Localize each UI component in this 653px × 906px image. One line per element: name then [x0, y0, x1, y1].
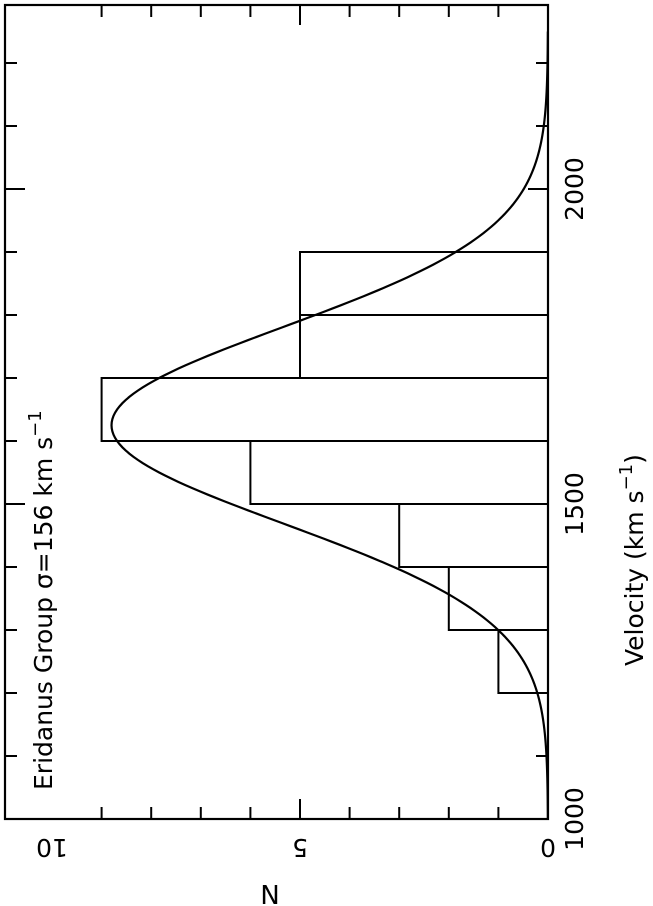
- chart-title-main: Eridanus Group σ=156 km s: [29, 437, 58, 790]
- count-tick-label-5: 5: [292, 833, 308, 862]
- count-tick-label-0: 0: [540, 833, 556, 862]
- x-axis-label-close: ): [620, 454, 649, 464]
- x-axis-label: Velocity (km s−1): [616, 454, 649, 666]
- plot-frame: [3, 3, 550, 821]
- velocity-tick-label-1000: 1000: [560, 787, 589, 851]
- chart-title-superscript: −1: [25, 410, 46, 437]
- velocity-tick-label-1500: 1500: [560, 472, 589, 536]
- x-axis-label-main: Velocity (km s: [620, 490, 649, 666]
- x-axis-label-superscript: −1: [616, 464, 637, 491]
- y-axis-label: N: [260, 878, 279, 906]
- tick-labels: 1000 1500 2000 0 5 10: [36, 157, 589, 862]
- axis-ticks: [5, 5, 548, 819]
- velocity-tick-label-2000: 2000: [560, 157, 589, 221]
- count-tick-label-10: 10: [36, 833, 68, 862]
- gaussian-fit-curve: [110, 31, 549, 820]
- chart-title: Eridanus Group σ=156 km s−1: [25, 410, 58, 790]
